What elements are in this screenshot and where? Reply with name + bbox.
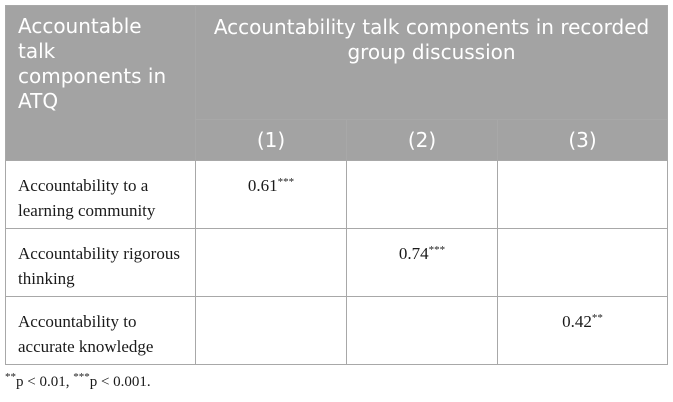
group-discussion-header: Accountability talk components in record…	[194, 5, 669, 120]
table-cell	[346, 296, 498, 365]
significance-mark: ***	[428, 244, 446, 256]
row-label: Accountability to accurate knowledge	[5, 296, 196, 365]
table-cell: 0.61***	[195, 160, 347, 229]
footnote-text: p < 0.001.	[89, 374, 151, 390]
significance-mark: **	[591, 312, 603, 324]
table-cell: 0.74***	[346, 228, 498, 297]
row-label: Accountability to a learning community	[5, 160, 196, 229]
footnote-text: p < 0.01,	[16, 374, 74, 390]
column-header-3: (3)	[496, 119, 669, 161]
row-label: Accountability rigorous thinking	[5, 228, 196, 297]
table-cell	[195, 296, 347, 365]
column-number-row: (1) (2) (3)	[6, 119, 669, 161]
correlation-table: Accountable talk components in ATQ Accou…	[5, 5, 669, 365]
table-footnote: **p < 0.01, ***p < 0.001.	[5, 371, 151, 391]
table-row: Accountability to accurate knowledge 0.4…	[5, 296, 669, 365]
header-row: Accountable talk components in ATQ Accou…	[5, 5, 669, 161]
table-cell	[346, 160, 498, 229]
significance-mark: ***	[277, 176, 295, 188]
cell-value: 0.42	[562, 312, 592, 331]
column-header-2: (2)	[346, 119, 498, 161]
column-header-1: (1)	[195, 119, 347, 161]
table-row: Accountability rigorous thinking 0.74***	[5, 228, 669, 297]
table-cell	[195, 228, 347, 297]
table-cell	[496, 160, 669, 229]
cell-value: 0.74	[398, 244, 429, 263]
cell-value: 0.61	[247, 176, 278, 195]
table-cell: 0.42**	[496, 296, 669, 365]
significance-mark: **	[5, 371, 16, 383]
significance-mark: ***	[73, 371, 90, 383]
table-row: Accountability to a learning community 0…	[5, 160, 669, 229]
table-cell	[496, 228, 669, 297]
corner-header: Accountable talk components in ATQ	[5, 5, 196, 161]
